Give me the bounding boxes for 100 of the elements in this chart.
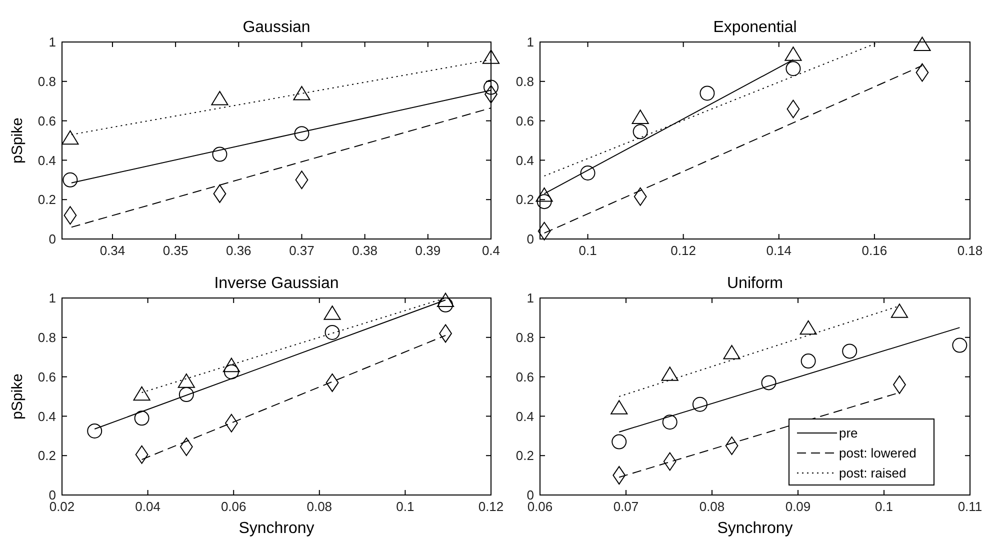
point xyxy=(484,80,498,95)
point xyxy=(610,400,628,414)
y-tick-label: 0.6 xyxy=(38,113,56,128)
x-tick-label: 0.14 xyxy=(766,243,792,258)
point xyxy=(180,437,193,456)
point xyxy=(324,306,341,320)
x-tick-label: 0.07 xyxy=(613,499,639,514)
x-tick-label: 0.08 xyxy=(306,499,332,514)
point xyxy=(135,445,148,464)
point xyxy=(784,46,802,61)
point xyxy=(536,194,552,210)
x-tick-label: 0.12 xyxy=(478,499,504,514)
y-tick-label: 0 xyxy=(48,232,56,247)
y-axis-title: pSpike xyxy=(9,374,26,420)
point xyxy=(612,466,626,485)
chart-title: Uniform xyxy=(726,275,784,292)
x-axis-title: Synchrony xyxy=(717,520,793,537)
x-tick-label: 0.06 xyxy=(220,499,246,514)
point xyxy=(692,396,708,412)
y-tick-label: 0.4 xyxy=(38,408,56,424)
x-tick-label: 0.12 xyxy=(670,243,696,258)
point xyxy=(952,338,968,353)
point xyxy=(87,423,102,438)
y-tick-label: 0.6 xyxy=(38,369,56,384)
point xyxy=(842,344,858,359)
point xyxy=(178,374,195,388)
y-tick-label: 0.8 xyxy=(38,74,56,89)
point xyxy=(64,206,77,225)
point xyxy=(294,126,310,142)
y-tick-label: 0.6 xyxy=(516,113,534,128)
y-tick-label: 0.2 xyxy=(516,448,534,464)
point xyxy=(134,410,150,426)
x-tick-label: 0.18 xyxy=(957,243,983,258)
y-tick-label: 0.2 xyxy=(38,448,56,464)
chart-title: Gaussian xyxy=(242,19,310,36)
x-tick-label: 0.4 xyxy=(482,243,500,258)
point xyxy=(178,387,194,402)
y-tick-label: 1 xyxy=(526,34,534,50)
x-tick-label: 0.39 xyxy=(415,243,441,258)
point xyxy=(663,452,676,471)
legend-label: post: raised xyxy=(839,466,906,481)
y-tick-label: 1 xyxy=(526,290,534,306)
point xyxy=(212,146,228,162)
point xyxy=(800,354,816,369)
point xyxy=(133,386,150,401)
point xyxy=(62,130,79,145)
point xyxy=(725,436,738,455)
x-tick-label: 0.16 xyxy=(862,243,888,258)
point xyxy=(580,166,596,181)
x-tick-label: 0.1 xyxy=(874,499,894,514)
point xyxy=(632,124,648,140)
chart-title: Exponential xyxy=(713,19,797,36)
point xyxy=(800,320,817,335)
y-tick-label: 1 xyxy=(48,34,56,50)
point xyxy=(786,100,800,118)
point xyxy=(62,172,78,188)
point xyxy=(536,187,553,202)
x-tick-label: 0.34 xyxy=(100,243,126,258)
x-tick-label: 0.37 xyxy=(289,243,314,258)
point xyxy=(293,86,310,100)
chart-title: Inverse Gaussian xyxy=(214,275,339,292)
point xyxy=(538,222,551,240)
point xyxy=(295,170,308,190)
point xyxy=(612,434,627,450)
point xyxy=(222,358,240,372)
point xyxy=(213,184,226,203)
point xyxy=(761,375,776,390)
point xyxy=(438,297,454,312)
point xyxy=(700,86,715,101)
y-axis-title: pSpike xyxy=(9,118,26,164)
y-tick-label: 0.8 xyxy=(38,330,56,345)
y-tick-label: 0.2 xyxy=(38,192,56,208)
legend-label: post: lowered xyxy=(839,446,916,461)
y-tick-label: 0.4 xyxy=(516,152,534,168)
legend-label: pre xyxy=(839,426,858,441)
y-tick-label: 0.6 xyxy=(516,369,534,384)
y-tick-label: 0.4 xyxy=(516,408,534,424)
x-tick-label: 0.1 xyxy=(396,499,414,514)
x-tick-label: 0.35 xyxy=(162,243,188,258)
y-tick-label: 0.8 xyxy=(516,74,534,89)
y-tick-label: 0.8 xyxy=(516,330,534,345)
x-tick-label: 0.36 xyxy=(226,243,252,258)
point xyxy=(436,292,454,308)
point xyxy=(723,344,740,360)
x-axis-title: Synchrony xyxy=(238,520,314,537)
point xyxy=(326,373,339,392)
point xyxy=(482,50,500,64)
x-tick-label: 0.09 xyxy=(785,499,811,514)
point xyxy=(632,110,649,124)
x-tick-label: 0.38 xyxy=(352,243,378,258)
y-tick-label: 0.2 xyxy=(516,192,534,208)
y-tick-label: 0 xyxy=(526,232,534,247)
y-tick-label: 1 xyxy=(48,290,56,306)
point xyxy=(661,366,678,381)
y-tick-label: 0.4 xyxy=(38,152,56,168)
point xyxy=(324,324,340,340)
x-tick-label: 0.08 xyxy=(699,499,725,514)
point xyxy=(211,90,228,106)
x-tick-label: 0.11 xyxy=(958,499,982,514)
point xyxy=(890,304,908,318)
